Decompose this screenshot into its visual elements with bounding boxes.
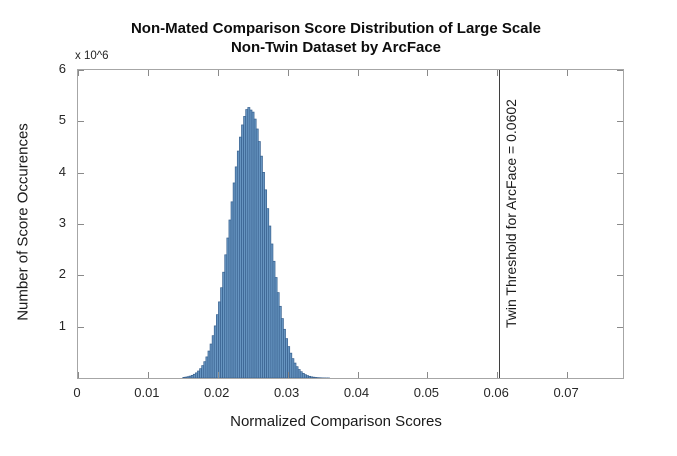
tick-mark	[617, 224, 623, 225]
tick-mark	[78, 70, 79, 76]
x-tick-label: 0.01	[134, 385, 160, 400]
tick-mark	[78, 121, 84, 123]
tick-mark	[497, 70, 499, 76]
chart-title-line2: Non-Twin Dataset by ArcFace	[230, 39, 442, 56]
tick-mark	[617, 172, 623, 174]
tick-mark	[617, 326, 623, 328]
tick-mark	[427, 372, 429, 378]
x-tick-label: 0.07	[553, 385, 579, 400]
tick-mark	[78, 372, 79, 378]
x-tick-label: 0.05	[413, 385, 440, 400]
x-tick-label: 0.04	[343, 385, 370, 400]
x-tick-label: 0.06	[483, 385, 509, 400]
tick-mark	[617, 275, 623, 277]
tick-mark	[78, 70, 84, 71]
tick-mark	[427, 70, 429, 76]
y-tick-label: 2	[58, 266, 66, 282]
tick-mark	[567, 372, 569, 378]
tick-mark	[497, 372, 499, 378]
plot-area: Twin Threshold for ArcFace = 0.0602	[77, 69, 624, 379]
threshold-line	[498, 70, 501, 378]
histogram-bars	[182, 107, 330, 378]
tick-mark	[147, 372, 149, 378]
tick-mark	[78, 275, 84, 277]
tick-mark	[78, 172, 84, 174]
y-tick-label: 5	[58, 112, 66, 128]
tick-mark	[217, 372, 219, 378]
tick-mark	[78, 224, 84, 225]
x-tick-label: 0.03	[273, 385, 300, 400]
tick-mark	[78, 326, 84, 328]
tick-mark	[357, 70, 359, 76]
chart-title-line1: Non-Mated Comparison Score Distribution …	[130, 20, 542, 37]
tick-mark	[217, 70, 219, 76]
y-axis-multiplier-label: x 10^6	[75, 50, 109, 62]
y-tick-label: 3	[58, 215, 66, 230]
threshold-label: Twin Threshold for ArcFace = 0.0602	[502, 99, 519, 328]
tick-mark	[617, 70, 623, 71]
y-tick-label: 1	[58, 317, 66, 333]
x-tick-label: 0.02	[204, 385, 230, 400]
tick-mark	[567, 70, 569, 76]
x-axis-label: Normalized Comparison Scores	[230, 413, 442, 430]
tick-mark	[287, 70, 289, 76]
chart-title: Non-Mated Comparison Score Distribution …	[40, 19, 632, 57]
y-tick-label: 6	[58, 61, 66, 76]
plot-inner: Twin Threshold for ArcFace = 0.0602	[78, 70, 623, 378]
x-tick-label: 0	[73, 385, 81, 400]
y-tick-label: 4	[58, 163, 66, 179]
tick-mark	[357, 372, 359, 378]
tick-mark	[617, 121, 623, 123]
y-axis-label: Number of Score Occurences	[14, 123, 32, 321]
tick-mark	[287, 372, 289, 378]
tick-mark	[147, 70, 149, 76]
